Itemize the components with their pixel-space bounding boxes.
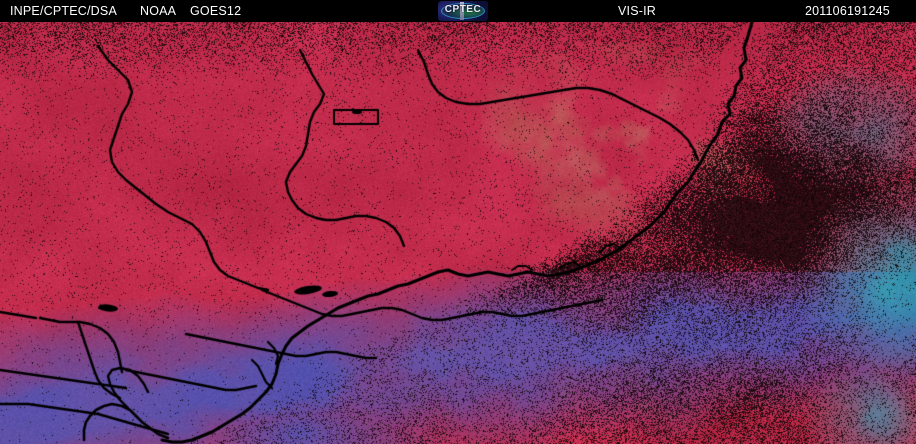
product-label: VIS-IR: [618, 4, 657, 18]
header-bar: INPE/CPTEC/DSA NOAA GOES12 CPTEC VIS-IR …: [0, 0, 916, 22]
satellite-image-canvas: [0, 22, 916, 444]
logo-label: CPTEC: [444, 4, 482, 15]
agency-label: INPE/CPTEC/DSA: [10, 4, 117, 18]
satellite-label: GOES12: [190, 4, 242, 18]
satellite-image-panel: [0, 22, 916, 444]
timestamp-label: 201106191245: [805, 4, 890, 18]
logo-bar-icon: [460, 2, 464, 20]
source-label: NOAA: [140, 4, 177, 18]
cptec-logo-icon: CPTEC: [438, 1, 488, 21]
